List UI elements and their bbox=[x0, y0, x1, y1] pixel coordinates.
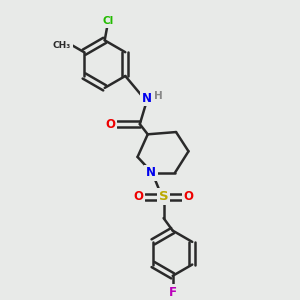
Text: O: O bbox=[134, 190, 144, 203]
Text: N: N bbox=[146, 166, 156, 179]
Text: O: O bbox=[184, 190, 194, 203]
Text: H: H bbox=[154, 92, 163, 101]
Text: Cl: Cl bbox=[103, 16, 114, 26]
Text: F: F bbox=[169, 286, 177, 299]
Text: S: S bbox=[159, 190, 168, 203]
Text: O: O bbox=[106, 118, 116, 130]
Text: CH₃: CH₃ bbox=[53, 41, 71, 50]
Text: N: N bbox=[142, 92, 152, 105]
